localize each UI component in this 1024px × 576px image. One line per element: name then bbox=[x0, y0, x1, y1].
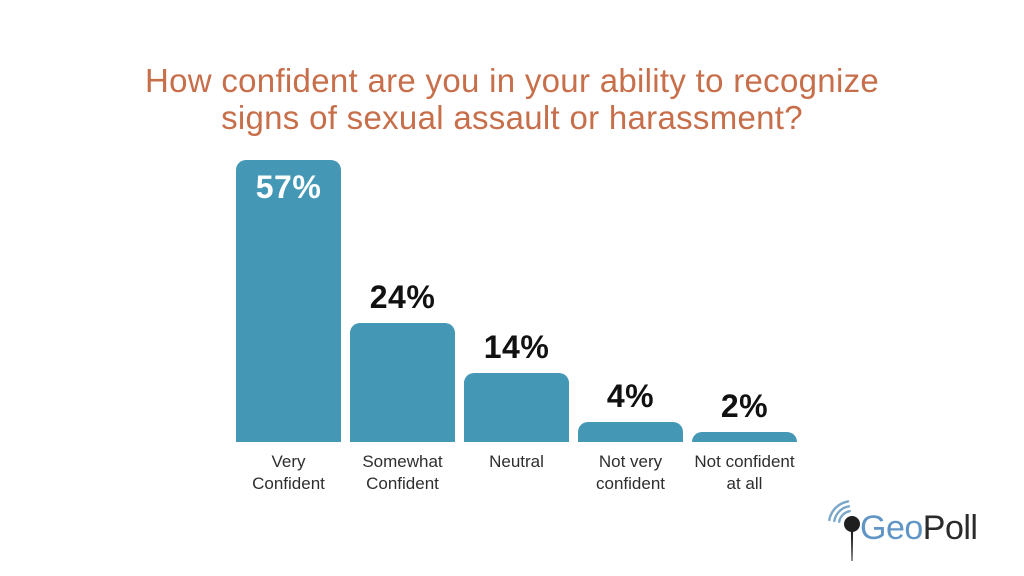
category-label-line: Confident bbox=[366, 474, 439, 493]
category-label-line: confident bbox=[596, 474, 665, 493]
category-label-line: Very bbox=[271, 452, 306, 471]
category-label-line: Not confident bbox=[694, 452, 795, 471]
logo-text-geo: Geo bbox=[860, 509, 923, 547]
category-label-somewhat-confident: Somewhat Confident bbox=[333, 451, 473, 495]
bar-somewhat-confident bbox=[350, 323, 455, 442]
signal-waves bbox=[828, 500, 851, 523]
page-title-line-1: How confident are you in your ability to… bbox=[144, 62, 880, 100]
category-label-line: Not very bbox=[598, 452, 663, 471]
bar-chart: 57% Very Confident 24% Somewhat Confident 14% N… bbox=[236, 160, 797, 493]
signal-arc-medium bbox=[833, 505, 851, 523]
page-title: How confident are you in your ability to… bbox=[0, 62, 1024, 136]
bar-neutral bbox=[464, 373, 569, 442]
category-label-line: Confident bbox=[252, 474, 325, 493]
pin-head bbox=[844, 516, 860, 532]
logo-text-poll: Poll bbox=[922, 509, 978, 547]
bar-not-very-confident bbox=[578, 422, 683, 442]
value-label-neutral: 14% bbox=[483, 329, 550, 365]
signal-arc-small bbox=[838, 510, 851, 523]
signal-arc-large bbox=[828, 500, 850, 522]
category-label-line: Somewhat bbox=[362, 452, 443, 471]
category-label-not-confident-at-all: Not confident at all bbox=[675, 451, 815, 495]
category-label-line: Neutral bbox=[489, 452, 544, 471]
bar-not-confident-at-all bbox=[692, 432, 797, 442]
map-pin-signal-icon bbox=[828, 500, 860, 561]
value-label-somewhat-confident: 24% bbox=[369, 279, 436, 315]
value-label-not-confident-at-all: 2% bbox=[720, 388, 769, 424]
geopoll-logo: GeoPoll bbox=[826, 494, 1016, 568]
value-label-very-confident: 57% bbox=[255, 169, 322, 205]
category-label-very-confident: Very Confident bbox=[219, 451, 359, 495]
category-label-neutral: Neutral bbox=[447, 451, 587, 473]
page-title-line-2: signs of sexual assault or harassment? bbox=[221, 99, 803, 137]
bar-very-confident bbox=[236, 160, 341, 442]
value-label-not-very-confident: 4% bbox=[606, 378, 655, 414]
category-label-not-very-confident: Not very confident bbox=[561, 451, 701, 495]
category-label-line: at all bbox=[726, 474, 763, 493]
pin-stick bbox=[850, 531, 854, 561]
logo-text: GeoPoll bbox=[860, 506, 978, 550]
